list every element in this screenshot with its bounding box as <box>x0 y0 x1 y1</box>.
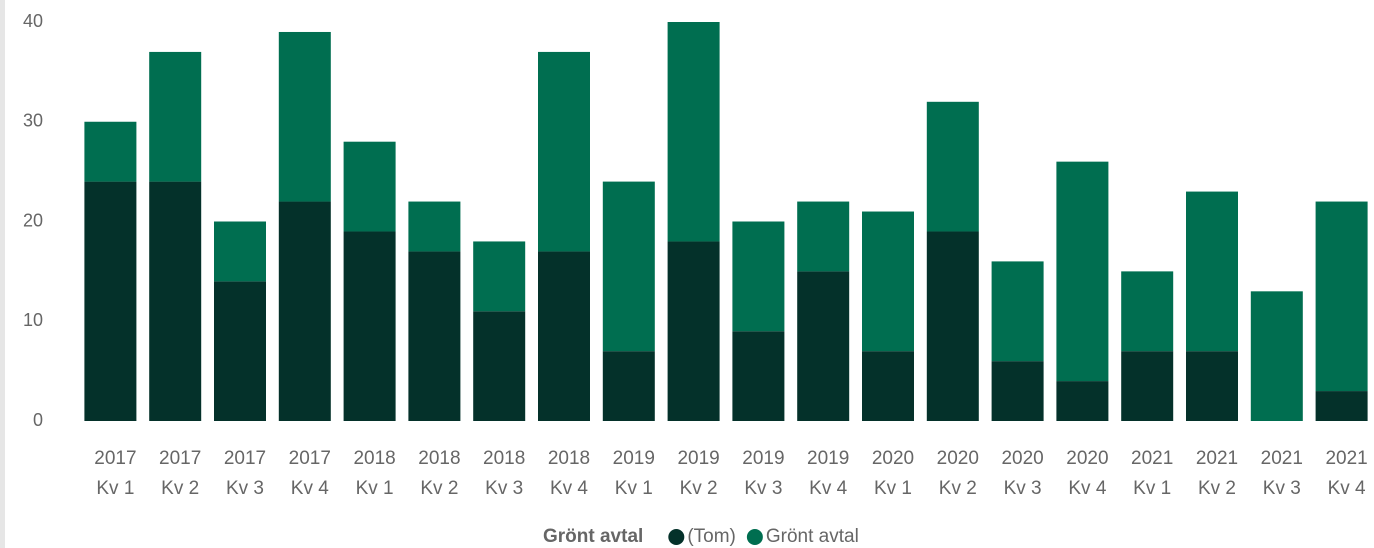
bar-segment <box>1056 381 1109 421</box>
bar-segment <box>667 241 720 421</box>
legend-marker <box>746 529 763 545</box>
bar-segment <box>149 51 202 182</box>
x-tick-label: 2018 Kv 2 <box>418 448 461 499</box>
x-tick-label: 2018 Kv 3 <box>483 448 526 499</box>
y-tick-label: 20 <box>23 210 43 230</box>
x-tick-label: 2017 Kv 3 <box>223 448 267 499</box>
x-tick-label: 2021 Kv 1 <box>1131 448 1174 499</box>
x-tick-label: 2021 Kv 4 <box>1325 448 1368 499</box>
legend-title: Grönt avtal <box>543 526 643 547</box>
bar-segment <box>408 251 461 421</box>
x-tick-label: 2018 Kv 4 <box>547 448 591 499</box>
x-tick-label: 2017 Kv 2 <box>159 448 202 499</box>
y-tick-label: 10 <box>23 310 43 330</box>
bar-segment <box>538 51 590 252</box>
bar-segment <box>1186 191 1238 352</box>
bar-segment <box>602 351 655 421</box>
bar-segment <box>343 231 396 421</box>
x-tick-label: 2020 Kv 3 <box>1001 448 1044 499</box>
bar-segment <box>149 181 202 421</box>
bar-segment <box>1315 201 1368 392</box>
bar-segment <box>473 241 526 312</box>
bar-segment <box>991 261 1044 362</box>
y-tick-label: 0 <box>33 410 43 430</box>
bar-segment <box>343 141 396 232</box>
x-tick-label: 2019 Kv 1 <box>612 448 655 499</box>
bar-segment <box>797 271 850 421</box>
bar-segment <box>862 351 914 421</box>
bar-segment <box>214 221 266 282</box>
bar-segment <box>278 201 331 421</box>
bar-segment <box>84 181 137 421</box>
bar-segment <box>473 311 526 421</box>
legend-label: (Tom) <box>687 526 736 547</box>
x-tick-label: 2020 Kv 2 <box>936 448 979 499</box>
x-tick-label: 2019 Kv 2 <box>677 448 720 499</box>
bar-segment <box>732 221 785 332</box>
x-tick-label: 2020 Kv 1 <box>871 448 915 499</box>
bar-segment <box>732 331 785 421</box>
bar-segment <box>926 231 979 421</box>
x-tick-label: 2018 Kv 1 <box>353 448 396 499</box>
bar-segment <box>667 22 720 242</box>
bar-segment <box>84 121 137 182</box>
x-tick-label: 2020 Kv 4 <box>1066 448 1109 499</box>
bar-segment <box>408 201 461 252</box>
bar-segment <box>214 281 266 421</box>
bar-segment <box>1121 271 1174 352</box>
bar-segment <box>797 201 850 272</box>
bar-segment <box>1186 351 1238 421</box>
bar-segment <box>991 361 1044 421</box>
bar-segment <box>538 251 590 421</box>
x-tick-label: 2019 Kv 4 <box>807 448 850 499</box>
y-tick-label: 30 <box>23 111 43 131</box>
x-tick-label: 2019 Kv 3 <box>742 448 785 499</box>
bar-segment <box>278 31 331 202</box>
legend-label: Grönt avtal <box>766 526 859 547</box>
bar-segment <box>1250 291 1303 421</box>
bar-segment <box>1056 161 1109 382</box>
x-tick-label: 2017 Kv 1 <box>94 448 137 499</box>
bar-segment <box>1315 391 1368 421</box>
x-tick-label: 2021 Kv 3 <box>1260 448 1303 499</box>
bar-segment <box>1121 351 1174 421</box>
x-tick-label: 2017 Kv 4 <box>288 448 331 499</box>
chart-svg: 0 10 20 30 40 Grönt avtal (Tom) Grönt avtal <box>23 11 1368 547</box>
bar-segment <box>926 101 979 232</box>
legend-marker <box>668 529 685 545</box>
x-tick-label: 2021 Kv 2 <box>1195 448 1239 499</box>
y-tick-label: 40 <box>23 11 43 31</box>
bar-segment <box>602 181 655 352</box>
bar-segment <box>862 211 914 352</box>
